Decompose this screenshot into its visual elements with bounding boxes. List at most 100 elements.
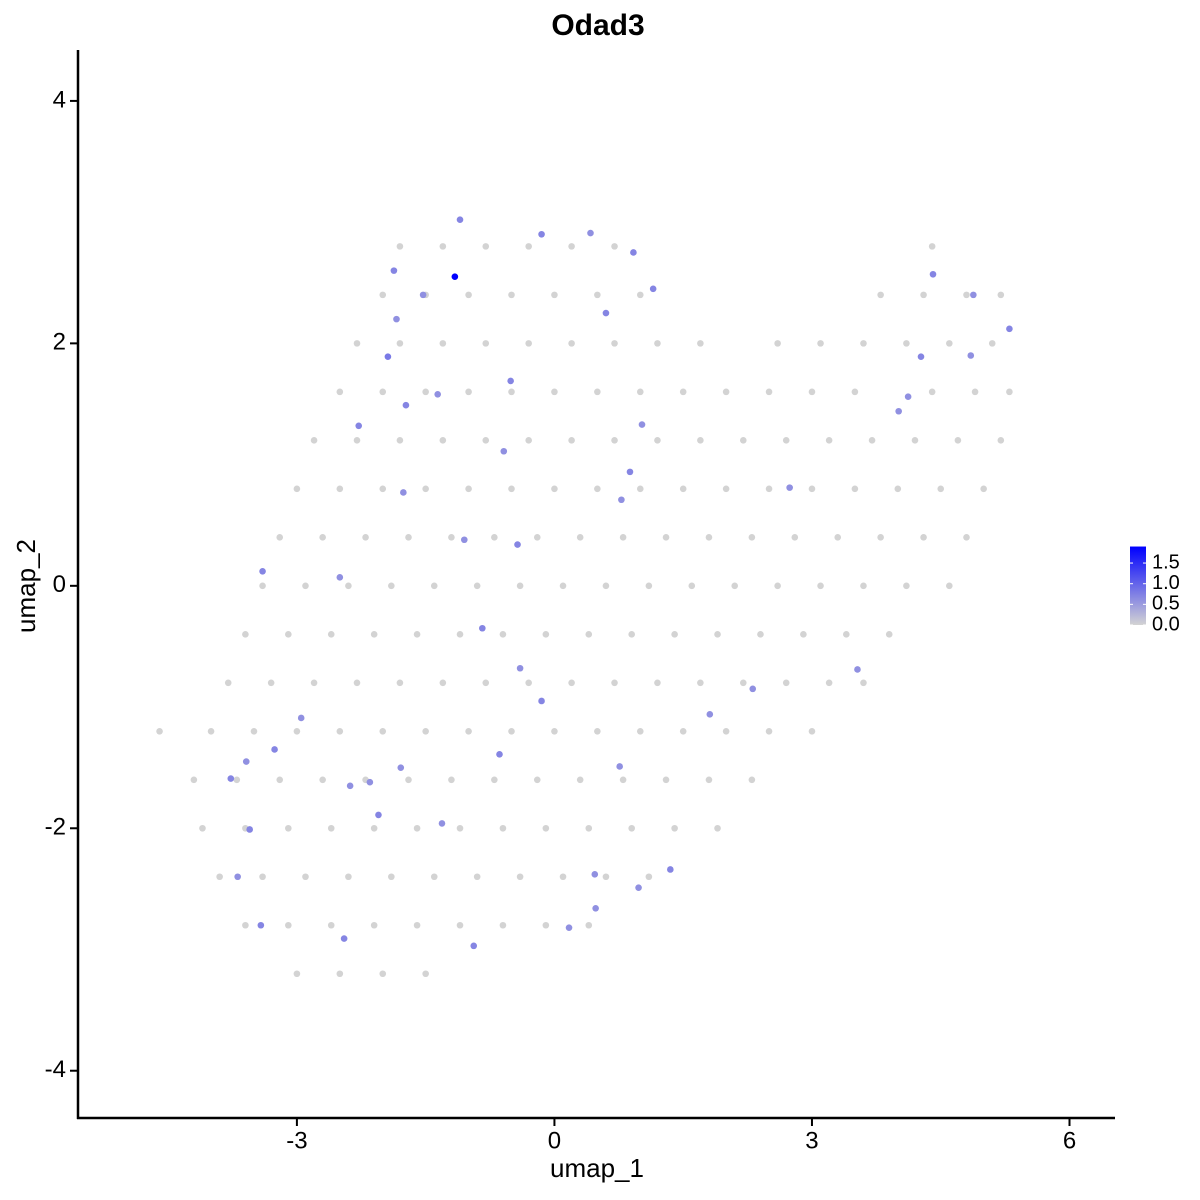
point (533, 534, 541, 541)
point (319, 534, 326, 541)
point (216, 873, 223, 881)
point (448, 776, 455, 784)
point (765, 727, 773, 735)
point (199, 824, 206, 832)
point (594, 485, 601, 493)
point (782, 437, 790, 444)
point (649, 285, 657, 293)
point (645, 582, 653, 590)
point (877, 534, 884, 541)
point (538, 230, 545, 238)
point (679, 485, 687, 493)
point (293, 727, 301, 735)
point (585, 921, 593, 929)
point (551, 485, 558, 493)
x-tick-label: -3 (286, 1127, 307, 1154)
point (988, 340, 996, 347)
colorbar-tick-label: 1.5 (1152, 551, 1180, 573)
point (786, 484, 793, 491)
point (402, 401, 410, 409)
chart-title: Odad3 (551, 9, 644, 42)
point (379, 727, 387, 735)
point (370, 824, 378, 832)
point (928, 388, 936, 396)
point (393, 315, 400, 323)
point (706, 711, 714, 718)
point (473, 582, 481, 590)
point (525, 437, 532, 444)
x-tick-label: 6 (1063, 1127, 1076, 1154)
point (619, 776, 627, 784)
point (630, 249, 637, 256)
point (594, 388, 601, 396)
points (156, 216, 1013, 978)
point (594, 727, 601, 735)
point (834, 534, 842, 541)
point (233, 776, 241, 784)
point (285, 631, 292, 638)
point (591, 871, 599, 878)
point (626, 468, 634, 476)
point (791, 534, 799, 541)
point (911, 437, 919, 444)
point (419, 291, 427, 299)
point (479, 624, 486, 632)
point (430, 582, 438, 590)
point (645, 873, 653, 881)
point (388, 582, 395, 590)
point (854, 666, 861, 673)
point (568, 340, 575, 347)
point (611, 679, 618, 687)
point (496, 751, 503, 758)
point (636, 388, 644, 396)
point (491, 534, 498, 541)
point (384, 353, 392, 361)
point (705, 534, 713, 541)
point (405, 534, 412, 541)
point (396, 243, 404, 250)
point (465, 291, 472, 299)
point (568, 679, 575, 687)
point (500, 447, 508, 455)
point (894, 485, 902, 493)
point (568, 437, 575, 444)
point (843, 631, 850, 638)
point (722, 485, 730, 493)
point (514, 541, 521, 548)
point (375, 811, 382, 819)
point (310, 437, 318, 444)
point (885, 631, 893, 638)
point (246, 826, 253, 833)
point (928, 243, 936, 250)
point (748, 534, 756, 541)
point (482, 340, 490, 347)
point (390, 267, 398, 274)
point (904, 393, 912, 401)
point (422, 970, 429, 978)
point (242, 758, 250, 765)
point (525, 243, 532, 250)
point (413, 824, 421, 832)
point (413, 631, 421, 638)
point (551, 291, 558, 299)
point (825, 679, 833, 687)
point (616, 763, 623, 770)
point (259, 567, 266, 575)
point (611, 437, 618, 444)
point (636, 485, 644, 493)
point (963, 534, 970, 541)
point (774, 582, 781, 590)
point (508, 727, 515, 735)
point (379, 291, 387, 299)
point (963, 291, 970, 299)
point (654, 437, 661, 444)
point (697, 679, 704, 687)
point (413, 921, 421, 929)
point (276, 534, 284, 541)
point (654, 340, 661, 347)
point (499, 921, 507, 929)
point (491, 776, 498, 784)
point (542, 921, 550, 929)
point (937, 485, 945, 493)
point (327, 631, 335, 638)
